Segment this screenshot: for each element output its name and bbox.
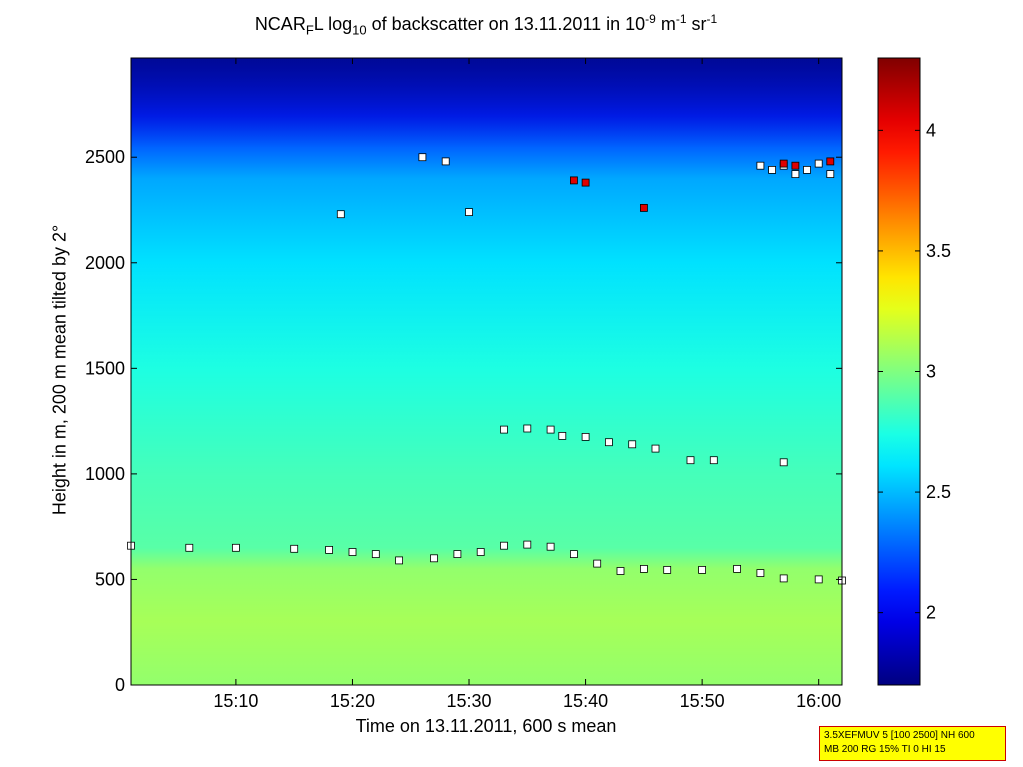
info-line-1: 3.5XEFMUV 5 [100 2500] NH 600 [824,730,975,741]
y-tick-label-3: 1500 [85,358,125,378]
y-tick-label-0: 0 [115,675,125,695]
series-0-point-7 [395,556,404,565]
series-0-point-10 [476,548,485,556]
series-0-point-3 [290,544,299,553]
y-tick-label-2: 1000 [85,464,125,484]
series-1-point-0 [500,425,508,434]
series-0-point-8 [430,554,438,563]
series-1-point-8 [686,456,695,465]
x-tick-label-3: 15:40 [563,691,608,711]
series-0-point-6 [371,550,380,558]
series-0-point-22 [779,574,788,583]
cb-tick-label-4: 4 [926,120,936,140]
series-0-point-11 [500,541,508,550]
series-2-point-8 [803,165,811,174]
settings-info-box: 3.5XEFMUV 5 [100 2500] NH 600 MB 200 RG … [819,726,1006,761]
series-3-point-1 [581,178,590,187]
series-0-point-23 [814,575,823,584]
x-tick-label-0: 15:10 [213,691,258,711]
plot-frame [130,57,843,686]
cb-tick-label-0: 2 [926,603,936,623]
series-2-point-5 [768,165,776,174]
series-2-point-9 [814,159,823,168]
series-0-point-1 [185,543,194,552]
series-0-point-4 [325,546,334,554]
series-0-point-18 [663,566,672,574]
series-2-point-0 [336,210,345,219]
series-2-point-3 [465,208,473,217]
series-1-point-7 [651,444,660,453]
series-2-point-10 [826,170,835,179]
series-2-point-1 [418,153,427,162]
series-0-point-19 [698,566,706,574]
series-1-point-5 [605,438,613,447]
y-tick-label-1: 500 [95,569,125,589]
series-2-point-2 [441,157,450,166]
series-1-point-3 [558,431,567,440]
series-0-point-9 [453,550,462,558]
series-2-point-7 [791,170,800,179]
y-tick-label-5: 2500 [85,147,125,167]
x-tick-label-1: 15:20 [330,691,375,711]
series-3-point-2 [640,203,648,212]
series-0-point-15 [593,559,602,568]
series-0-point-21 [756,569,765,577]
series-3-point-0 [570,176,578,185]
cb-tick-label-2: 3 [926,362,936,382]
series-0-point-16 [616,567,625,575]
series-1-point-4 [581,432,590,441]
series-3-point-5 [826,157,835,166]
series-0-point-5 [348,548,357,556]
series-3-point-4 [791,161,800,170]
series-1-point-1 [523,424,532,433]
y-tick-label-4: 2000 [85,253,125,273]
colorbar [877,57,921,686]
cb-tick-label-1: 2.5 [926,482,951,502]
x-tick-label-5: 16:00 [796,691,841,711]
series-1-point-10 [779,458,788,467]
series-1-point-9 [709,456,718,465]
cb-tick-label-3: 3.5 [926,241,951,261]
x-tick-label-2: 15:30 [446,691,491,711]
series-3-point-3 [779,159,788,168]
series-0-point-17 [640,565,648,573]
series-1-point-2 [546,425,555,434]
x-axis-label: Time on 13.11.2011, 600 s mean [355,716,617,736]
series-0-point-2 [231,543,240,552]
series-1-point-6 [628,440,637,449]
x-tick-label-4: 15:50 [680,691,725,711]
series-2-point-4 [756,161,765,170]
chart-title: NCARFL log10 of backscatter on 13.11.201… [254,12,718,38]
info-line-2: MB 200 RG 15% TI 0 HI 15 [824,744,946,755]
backscatter-field [131,58,842,685]
y-axis-label: Height in m, 200 m mean tilted by 2° [49,224,70,516]
series-0-point-20 [733,565,741,573]
upper-dark-region [131,58,842,148]
series-0-point-12 [523,540,532,549]
series-0-point-14 [570,550,578,558]
series-0-point-13 [546,542,555,551]
